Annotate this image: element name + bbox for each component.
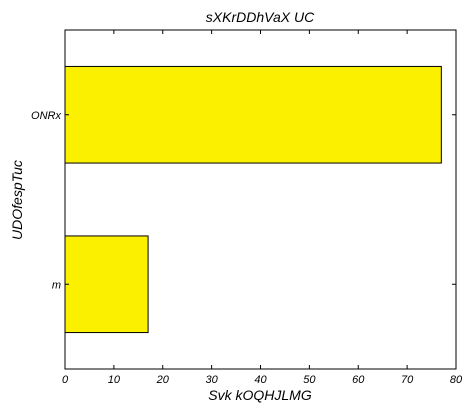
y-axis-label: UDOfespTuc xyxy=(9,160,25,240)
x-axis-label: Svk kOQHJLMG xyxy=(208,387,312,403)
x-tick-label: 40 xyxy=(254,374,267,386)
plot-frame xyxy=(64,29,457,370)
x-tick-label: 20 xyxy=(156,374,170,386)
x-tick-label: 10 xyxy=(108,374,121,386)
x-tick-label: 60 xyxy=(352,374,365,386)
chart-title: sXKrDDhVaX UC xyxy=(206,9,315,25)
x-tick-label: 70 xyxy=(401,374,414,386)
x-tick-label: 80 xyxy=(450,374,463,386)
y-tick-label: ONRx xyxy=(31,110,61,122)
ticks-group: m ONRx 0 10 20 30 40 50 60 70 80 xyxy=(31,30,463,386)
bar-ONRx xyxy=(64,65,442,164)
x-tick-label: 0 xyxy=(62,374,69,386)
bar-m xyxy=(64,235,149,334)
x-tick-label: 50 xyxy=(303,374,316,386)
bars-group xyxy=(64,65,442,334)
y-tick-label: m xyxy=(52,279,61,291)
x-tick-label: 30 xyxy=(206,374,219,386)
